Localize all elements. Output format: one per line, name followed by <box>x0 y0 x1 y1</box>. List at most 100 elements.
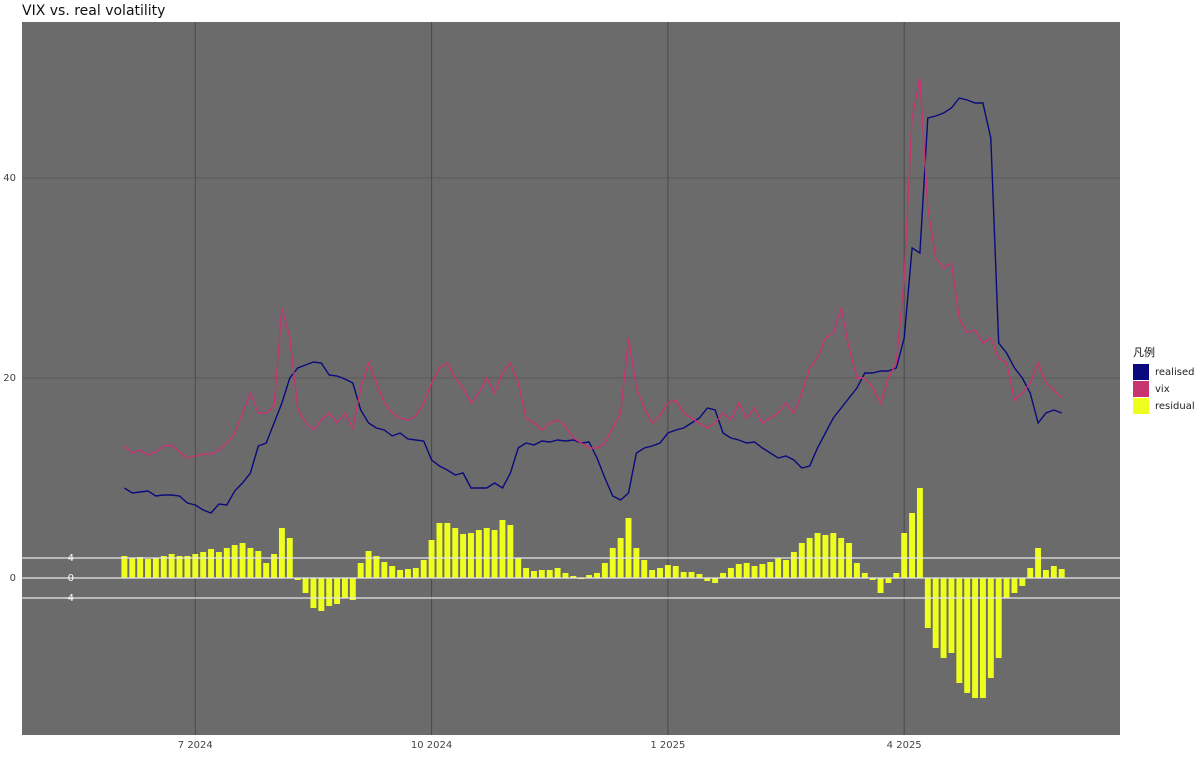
residual-bar <box>893 573 900 578</box>
residual-bar <box>152 558 159 578</box>
residual-bar <box>601 563 608 578</box>
residual-bar <box>712 578 719 583</box>
y-tick-label: 40 <box>3 173 16 184</box>
residual-bar <box>491 530 498 578</box>
residual-bar <box>137 557 144 578</box>
series-line <box>123 77 1063 459</box>
residual-bar <box>869 578 876 580</box>
residual-bar <box>783 560 789 578</box>
residual-bar <box>657 568 663 578</box>
residual-bar <box>743 563 750 578</box>
residual-bar <box>160 556 167 578</box>
residual-bar <box>822 535 829 578</box>
residual-bar <box>570 576 577 578</box>
residual-bar <box>948 578 955 653</box>
residual-bar <box>696 574 703 578</box>
residual-bar <box>1058 569 1065 578</box>
residual-bar <box>672 566 679 578</box>
residual-bar <box>1019 578 1026 586</box>
residual-bar <box>664 565 671 578</box>
residual-bar <box>223 548 230 578</box>
residual-bar <box>231 545 238 578</box>
residual-bar <box>271 554 278 578</box>
residual-bar <box>531 571 537 578</box>
residual-bar <box>129 558 136 578</box>
residual-bar <box>554 568 561 578</box>
residual-bar <box>830 533 837 578</box>
residual-bar <box>389 566 396 578</box>
residual-bar <box>964 578 971 693</box>
residual-bar <box>1011 578 1018 593</box>
residual-bar <box>357 563 364 578</box>
legend-label: residual <box>1155 401 1195 412</box>
residual-bar <box>326 578 333 606</box>
residual-bar <box>727 568 734 578</box>
residual-bar <box>176 556 183 578</box>
residual-bar <box>877 578 884 593</box>
residual-bar <box>302 578 309 593</box>
residual-bar <box>956 578 963 683</box>
residual-bar <box>184 556 191 578</box>
residual-bar <box>349 578 356 600</box>
residual-bar <box>995 578 1002 658</box>
residual-bar <box>798 543 805 578</box>
residual-bar <box>853 563 860 578</box>
x-tick-label: 4 2025 <box>887 740 922 751</box>
residual-bar <box>420 560 427 578</box>
residual-bar <box>924 578 931 628</box>
legend-swatch <box>1133 398 1149 414</box>
residual-bar <box>594 573 600 578</box>
residual-bar <box>546 570 553 578</box>
residual-bar <box>767 562 774 578</box>
residual-bar <box>208 549 214 578</box>
residual-bar <box>523 568 530 578</box>
legend-swatch <box>1133 381 1149 397</box>
residual-bar <box>294 578 301 580</box>
residual-bar <box>979 578 986 698</box>
residual-bar <box>247 548 254 578</box>
residual-bar <box>436 523 443 578</box>
residual-bar <box>759 564 766 578</box>
residual-bar <box>735 564 742 578</box>
residual-bar <box>239 543 246 578</box>
residual-bar <box>215 552 222 578</box>
residual-bar <box>609 548 616 578</box>
residual-bar <box>263 563 270 578</box>
residual-bar <box>255 551 262 578</box>
residual-bar <box>507 525 514 578</box>
residual-bar <box>452 528 459 578</box>
residual-bar <box>932 578 939 648</box>
residual-bar <box>633 548 640 578</box>
residual-bar <box>1035 548 1042 578</box>
residual-bar <box>972 578 979 698</box>
residual-bar <box>397 570 404 578</box>
residual-bar <box>901 533 908 578</box>
residual-bar <box>846 543 852 578</box>
residual-bar <box>987 578 994 678</box>
residual-bar <box>1027 568 1034 578</box>
residual-bar <box>680 572 687 578</box>
residual-bar <box>861 573 868 578</box>
residual-bar <box>814 533 821 578</box>
residual-bar <box>145 559 151 578</box>
residual-bar <box>334 578 341 604</box>
residual-bar <box>515 558 522 578</box>
residual-bar <box>790 552 797 578</box>
residual-bar <box>751 566 758 578</box>
legend-swatch <box>1133 364 1149 380</box>
residual-bar <box>562 573 569 578</box>
residual-bar <box>538 570 545 578</box>
residual-bar <box>625 518 632 578</box>
residual-bar <box>381 562 388 578</box>
residual-bar <box>318 578 325 611</box>
residual-bar <box>121 556 128 578</box>
residual-bar <box>586 575 593 578</box>
residual-bar <box>168 554 175 578</box>
legend-title: 凡例 <box>1133 345 1155 359</box>
residual-bar <box>192 554 199 578</box>
legend-label: realised <box>1155 367 1194 378</box>
series-line <box>124 97 1062 514</box>
residual-bar <box>1050 566 1057 578</box>
residual-bar <box>200 552 207 578</box>
residual-bar <box>428 540 435 578</box>
